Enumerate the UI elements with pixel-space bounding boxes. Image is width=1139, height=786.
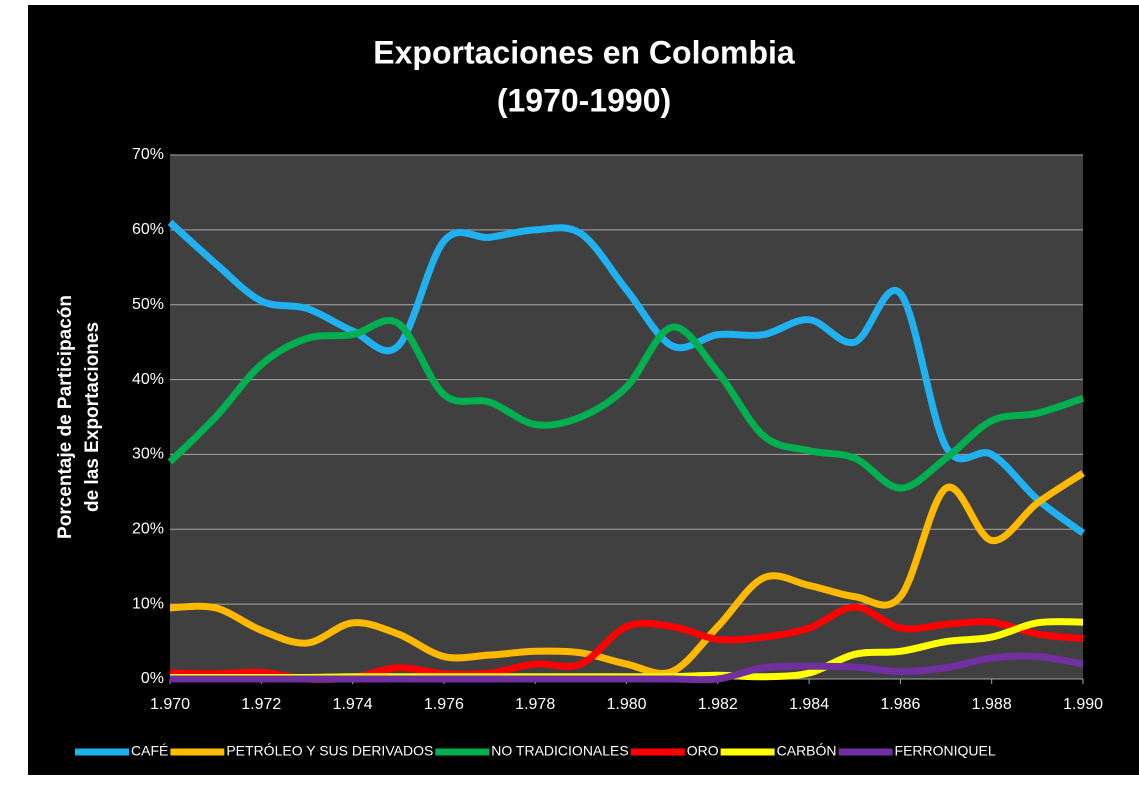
x-tick-label: 1.980 [606,696,646,713]
legend-label: ORO [687,743,719,759]
series-line [170,652,1084,684]
y-tick-label: 20% [132,521,164,538]
series-line [167,317,1085,492]
series-line [167,219,1086,536]
x-tick-label: 1.984 [789,696,829,713]
x-tick-label: 1.990 [1063,696,1103,713]
x-tick-label: 1.970 [150,696,190,713]
y-tick-label: 30% [132,446,164,463]
x-tick-label: 1.986 [880,696,920,713]
y-tick-label: 60% [132,221,164,238]
legend-label: NO TRADICIONALES [491,743,628,759]
y-tick-label: 10% [132,595,164,612]
plot-area [170,155,1083,679]
chart-title: (1970-1990) [497,82,671,118]
x-tick-label: 1.982 [698,696,738,713]
legend-label: FERRONIQUEL [895,743,996,759]
x-tick-label: 1.988 [972,696,1012,713]
legend-label: CARBÓN [777,743,837,759]
y-tick-label: 50% [132,296,164,313]
x-tick-label: 1.974 [333,696,373,713]
x-tick-label: 1.972 [241,696,281,713]
x-tick-label: 1.978 [515,696,555,713]
y-tick-label: 70% [132,146,164,163]
y-tick-label: 40% [132,371,164,388]
y-axis-label: Porcentaje de Participacón [55,295,76,539]
y-axis-label: de las Exportaciones [82,322,103,512]
chart-title: Exportaciones en Colombia [373,34,795,70]
legend-label: PETRÓLEO Y SUS DERIVADOS [226,743,433,759]
x-tick-label: 1.976 [424,696,464,713]
series-line [169,470,1085,677]
legend-label: CAFÉ [131,743,168,759]
y-tick-label: 0% [141,670,164,687]
